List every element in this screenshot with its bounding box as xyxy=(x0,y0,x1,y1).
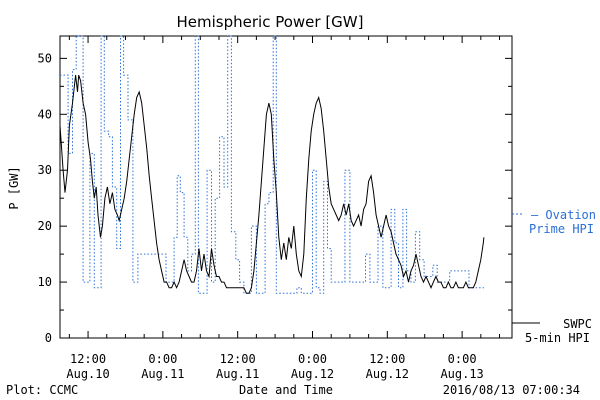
x-axis-label: Date and Time xyxy=(239,383,333,397)
x-tick-label-time: 12:00 xyxy=(369,352,405,366)
y-tick-label: 50 xyxy=(38,51,52,65)
chart-title: Hemispheric Power [GW] xyxy=(177,13,364,31)
y-tick-label: 0 xyxy=(45,331,52,345)
legend-swpc-line1: SWPC xyxy=(563,317,592,331)
legend-ovation-line1: — Ovation xyxy=(531,208,596,222)
legend-ovation-line2: Prime HPI xyxy=(529,222,594,236)
x-tick-label-date: Aug.10 xyxy=(66,367,109,381)
plot-frame xyxy=(59,35,513,339)
x-tick-label-time: 0:00 xyxy=(298,352,327,366)
x-tick-label-time: 0:00 xyxy=(148,352,177,366)
x-tick-label-time: 0:00 xyxy=(448,352,477,366)
y-tick-label: 10 xyxy=(38,275,52,289)
y-axis-label: P [GW] xyxy=(7,166,21,209)
axes-ticks: 0102030405012:00Aug.100:00Aug.1112:00Aug… xyxy=(38,36,512,381)
y-tick-label: 40 xyxy=(38,107,52,121)
x-tick-label-time: 12:00 xyxy=(70,352,106,366)
x-tick-label-date: Aug.12 xyxy=(366,367,409,381)
footer-source: Plot: CCMC xyxy=(6,383,78,397)
y-tick-label: 30 xyxy=(38,163,52,177)
series-line-swpc-5min-hpi xyxy=(59,74,485,294)
footer-timestamp: 2016/08/13 07:00:34 xyxy=(443,383,580,397)
x-tick-label-date: Aug.11 xyxy=(216,367,259,381)
x-tick-label-date: Aug.11 xyxy=(141,367,184,381)
x-tick-label-time: 12:00 xyxy=(220,352,256,366)
y-tick-label: 20 xyxy=(38,219,52,233)
series-line-ovation-prime-hpi xyxy=(60,35,484,294)
x-tick-label-date: Aug.12 xyxy=(291,367,334,381)
legend-swpc-line2: 5-min HPI xyxy=(525,331,590,345)
x-tick-label-date: Aug.13 xyxy=(440,367,483,381)
series-layer xyxy=(59,35,485,294)
